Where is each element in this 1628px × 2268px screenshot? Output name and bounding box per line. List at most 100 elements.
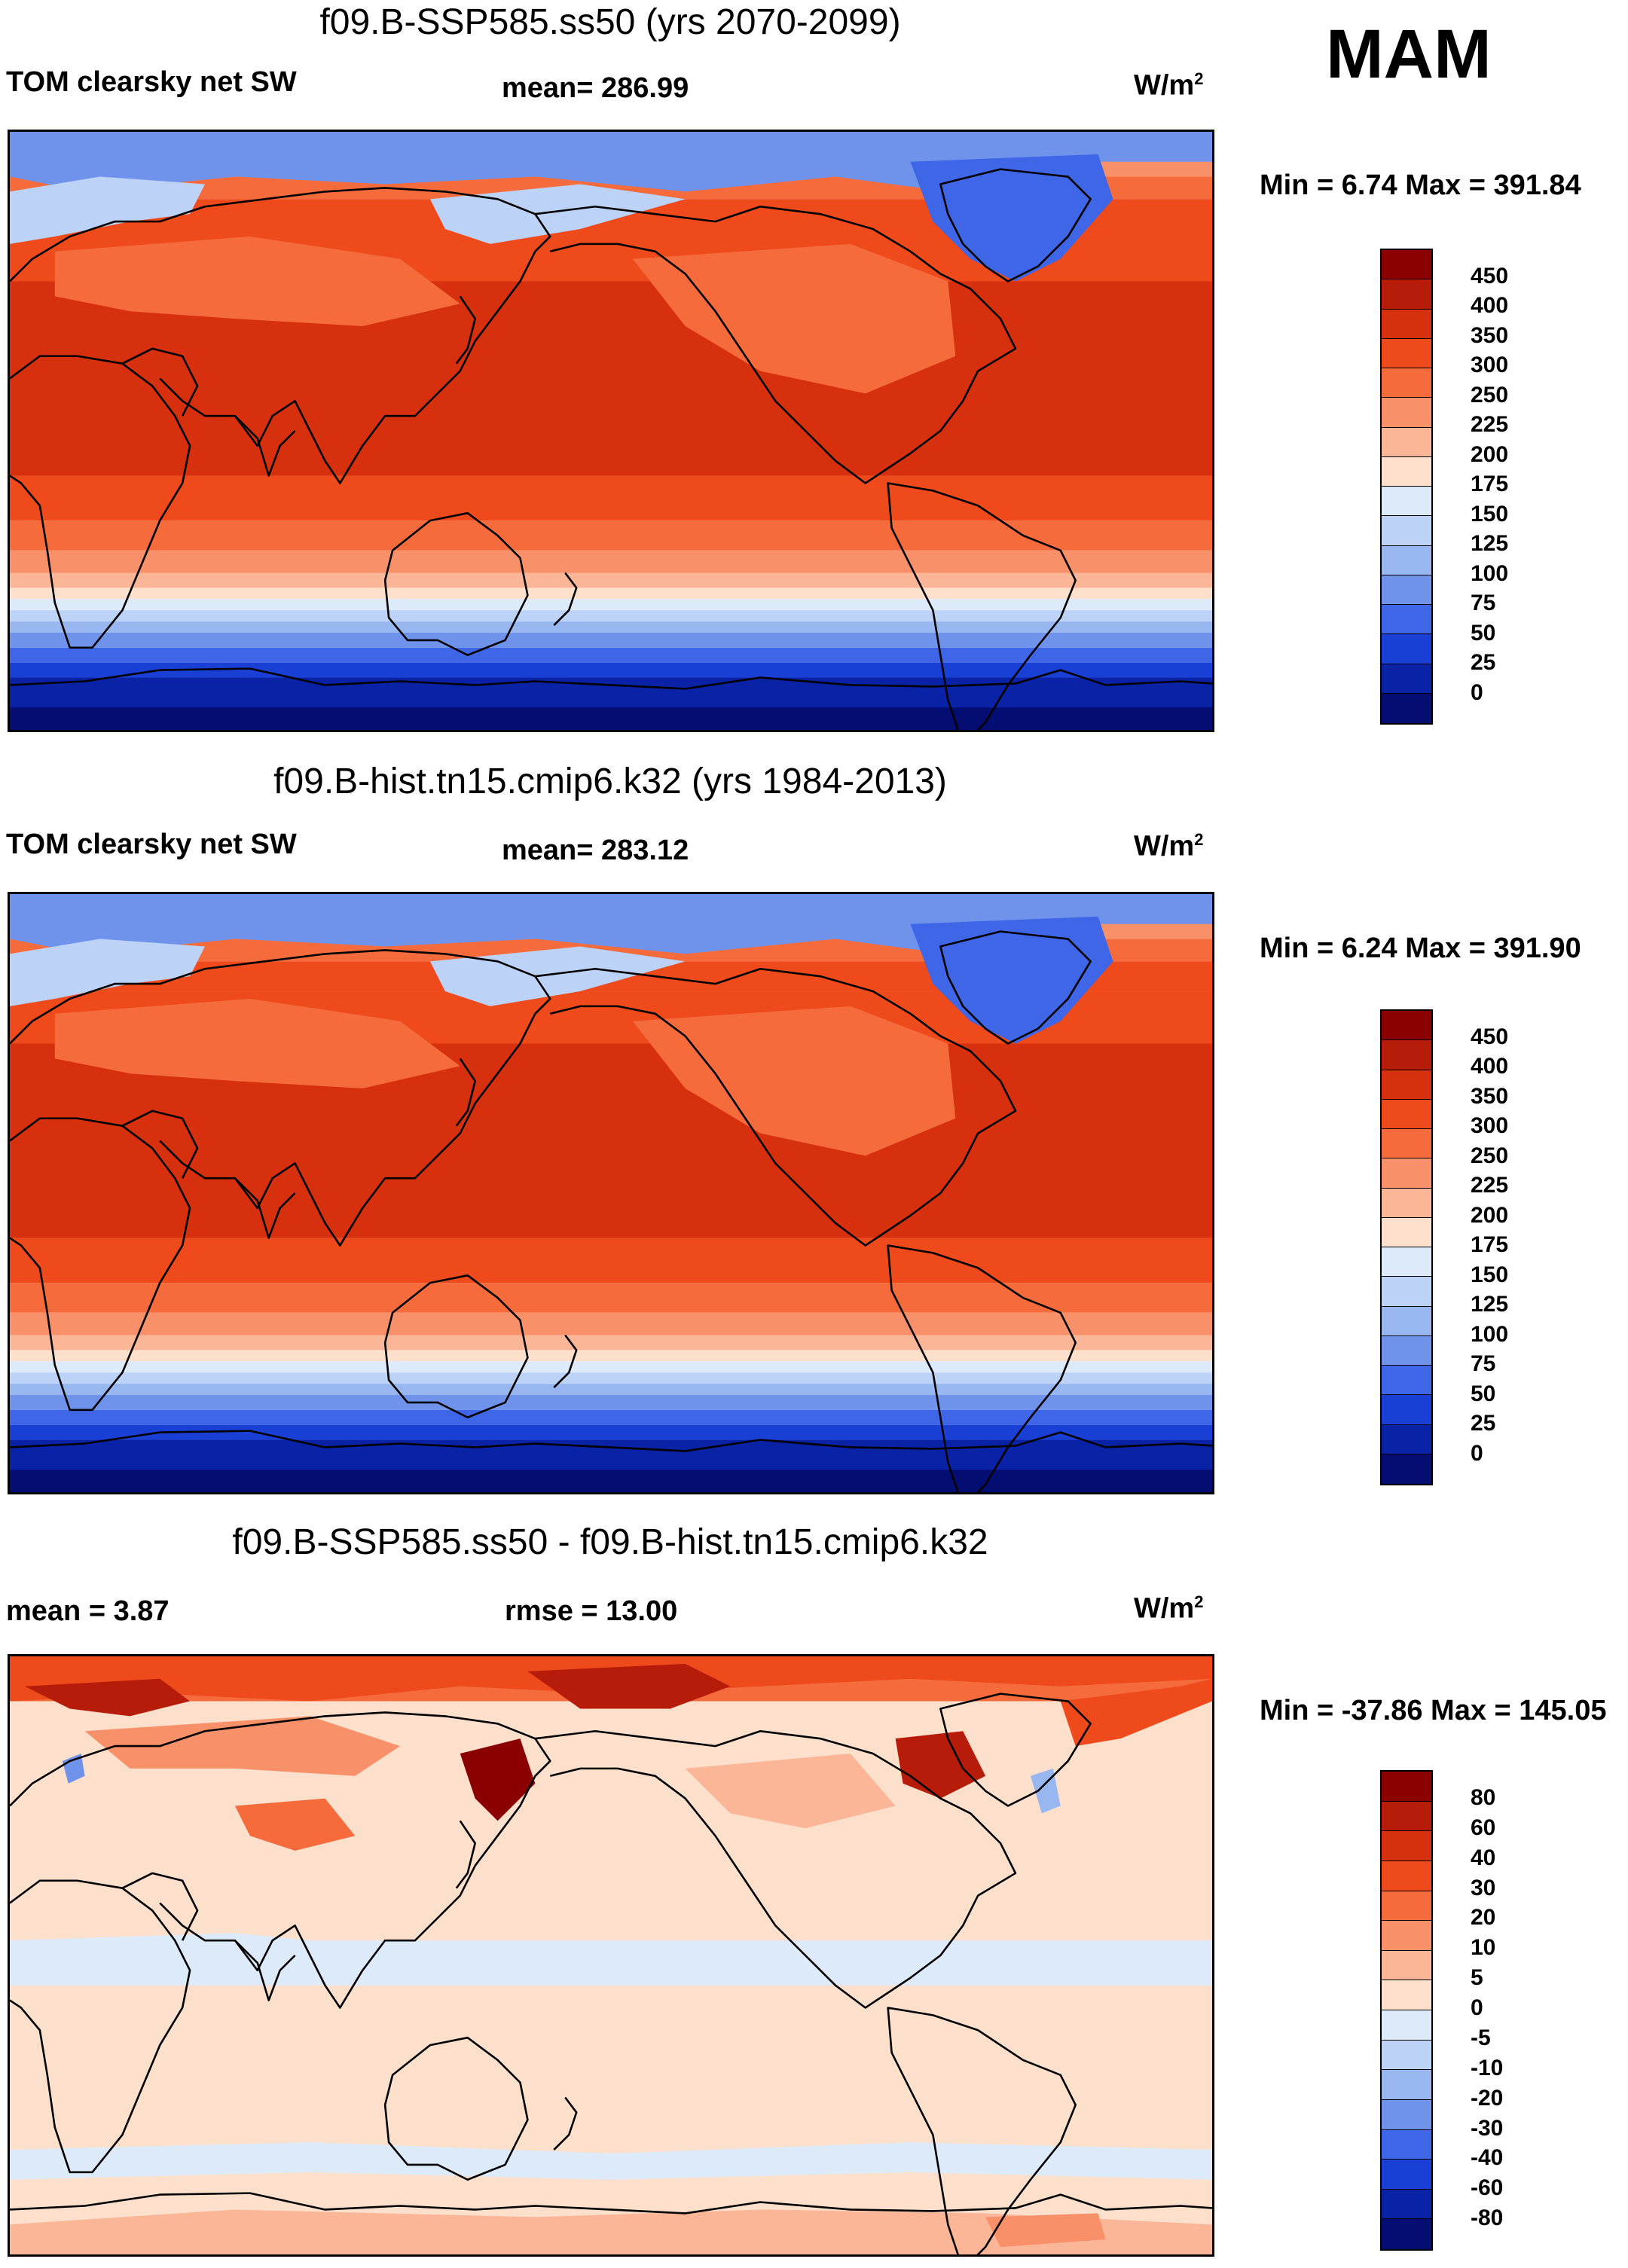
- panel-1-title: f09.B-SSP585.ss50 (yrs 2070-2099): [319, 2, 901, 42]
- colorbar-tick-label: 200: [1471, 441, 1509, 467]
- colorbar-tick-label: 30: [1471, 1875, 1496, 1900]
- colorbar-tick-label: 25: [1471, 1411, 1496, 1436]
- panel-1-mean: mean= 286.99: [502, 72, 689, 104]
- colorbar-tick-label: 225: [1471, 1173, 1509, 1198]
- colorbar-tick-label: 75: [1471, 591, 1496, 615]
- colorbar-swatch: [1382, 1921, 1431, 1951]
- colorbar-swatch: [1382, 1335, 1431, 1366]
- panel-1-colorbar: [1380, 249, 1433, 725]
- colorbar-tick-label: 400: [1471, 293, 1509, 318]
- colorbar-tick-label: -30: [1471, 2115, 1504, 2141]
- panel-2-mean: mean= 283.12: [502, 835, 689, 866]
- colorbar-swatch: [1382, 2129, 1431, 2160]
- panel-2-map: [8, 892, 1214, 1494]
- colorbar-tick-label: 150: [1471, 1262, 1509, 1287]
- colorbar-tick-label: 200: [1471, 1202, 1509, 1228]
- colorbar-swatch: [1382, 664, 1431, 694]
- colorbar-swatch: [1382, 1277, 1431, 1307]
- colorbar-swatch: [1382, 516, 1431, 546]
- colorbar-swatch: [1382, 456, 1431, 487]
- colorbar-tick-label: 40: [1471, 1845, 1496, 1870]
- colorbar-swatch: [1382, 1950, 1431, 1981]
- colorbar-swatch: [1382, 338, 1431, 368]
- colorbar-tick-label: 250: [1471, 1143, 1509, 1168]
- panel-3-rmse: rmse = 13.00: [505, 1595, 678, 1627]
- panel-1-minmax: Min = 6.74 Max = 391.84: [1260, 169, 1581, 201]
- panel-1-variable: TOM clearsky net SW: [6, 66, 297, 98]
- colorbar-tick-label: 5: [1471, 1965, 1483, 1991]
- colorbar-tick-label: 100: [1471, 1321, 1509, 1347]
- panel-3-colorbar: [1380, 1770, 1433, 2251]
- colorbar-swatch: [1382, 1158, 1431, 1189]
- colorbar-swatch: [1382, 1070, 1431, 1100]
- colorbar-swatch: [1382, 1040, 1431, 1070]
- colorbar-tick-label: 150: [1471, 501, 1509, 527]
- colorbar-tick-label: 125: [1471, 531, 1509, 556]
- colorbar-tick-label: 450: [1471, 263, 1509, 288]
- colorbar-tick-label: 400: [1471, 1054, 1509, 1079]
- colorbar-tick-label: 10: [1471, 1935, 1496, 1961]
- colorbar-swatch: [1382, 1395, 1431, 1425]
- colorbar-swatch: [1382, 1454, 1431, 1484]
- colorbar-swatch: [1382, 1980, 1431, 2010]
- colorbar-tick-label: -60: [1471, 2175, 1504, 2201]
- colorbar-tick-label: 50: [1471, 620, 1496, 646]
- panel-2-units: W/m2: [1134, 830, 1204, 862]
- colorbar-swatch: [1382, 2160, 1431, 2190]
- panel-3-mean: mean = 3.87: [6, 1595, 170, 1627]
- colorbar-tick-label: 350: [1471, 1083, 1509, 1109]
- colorbar-tick-label: 0: [1471, 1440, 1483, 1466]
- colorbar-swatch: [1382, 1801, 1431, 1832]
- colorbar-tick-label: 75: [1471, 1351, 1496, 1376]
- colorbar-swatch: [1382, 309, 1431, 339]
- colorbar-swatch: [1382, 368, 1431, 398]
- colorbar-tick-label: -80: [1471, 2205, 1504, 2231]
- colorbar-swatch: [1382, 634, 1431, 664]
- colorbar-swatch: [1382, 1188, 1431, 1218]
- panel-3-minmax: Min = -37.86 Max = 145.05: [1260, 1695, 1607, 1726]
- colorbar-tick-label: 350: [1471, 322, 1509, 348]
- colorbar-swatch: [1382, 1860, 1431, 1891]
- colorbar-swatch: [1382, 1011, 1431, 1041]
- colorbar-swatch: [1382, 2040, 1431, 2071]
- colorbar-swatch: [1382, 545, 1431, 575]
- colorbar-swatch: [1382, 1306, 1431, 1336]
- colorbar-swatch: [1382, 2010, 1431, 2041]
- colorbar-tick-label: 225: [1471, 412, 1509, 437]
- colorbar-swatch: [1382, 1772, 1431, 1802]
- panel-2-title: f09.B-hist.tn15.cmip6.k32 (yrs 1984-2013…: [273, 762, 947, 801]
- colorbar-tick-label: -5: [1471, 2025, 1491, 2050]
- colorbar-swatch: [1382, 250, 1431, 280]
- colorbar-swatch: [1382, 398, 1431, 428]
- panel-2-variable: TOM clearsky net SW: [6, 829, 297, 860]
- colorbar-swatch: [1382, 605, 1431, 635]
- colorbar-swatch: [1382, 1366, 1431, 1396]
- colorbar-tick-label: 450: [1471, 1024, 1509, 1049]
- colorbar-swatch: [1382, 1099, 1431, 1129]
- colorbar-tick-label: 0: [1471, 1995, 1483, 2020]
- colorbar-tick-label: 175: [1471, 472, 1509, 496]
- panel-3-title: f09.B-SSP585.ss50 - f09.B-hist.tn15.cmip…: [232, 1522, 988, 1562]
- colorbar-swatch: [1382, 575, 1431, 605]
- colorbar-swatch: [1382, 2099, 1431, 2130]
- panel-2-minmax: Min = 6.24 Max = 391.90: [1260, 933, 1581, 964]
- colorbar-tick-label: -40: [1471, 2145, 1504, 2171]
- colorbar-swatch: [1382, 1247, 1431, 1277]
- colorbar-tick-label: 300: [1471, 1113, 1509, 1138]
- panel-2-colorbar: [1380, 1009, 1433, 1485]
- panel-3-map: [8, 1654, 1214, 2257]
- season-label: MAM: [1326, 16, 1492, 93]
- colorbar-swatch: [1382, 1891, 1431, 1922]
- colorbar-swatch: [1382, 279, 1431, 310]
- colorbar-tick-label: 80: [1471, 1784, 1496, 1810]
- colorbar-tick-label: 250: [1471, 382, 1509, 408]
- colorbar-tick-label: 125: [1471, 1292, 1509, 1317]
- colorbar-swatch: [1382, 2070, 1431, 2100]
- panel-3-units: W/m2: [1134, 1592, 1204, 1625]
- colorbar-tick-label: 300: [1471, 353, 1509, 377]
- colorbar-tick-label: -10: [1471, 2055, 1504, 2080]
- colorbar-swatch: [1382, 1217, 1431, 1247]
- colorbar-tick-label: 20: [1471, 1905, 1496, 1931]
- colorbar-tick-label: 175: [1471, 1232, 1509, 1257]
- colorbar-swatch: [1382, 693, 1431, 723]
